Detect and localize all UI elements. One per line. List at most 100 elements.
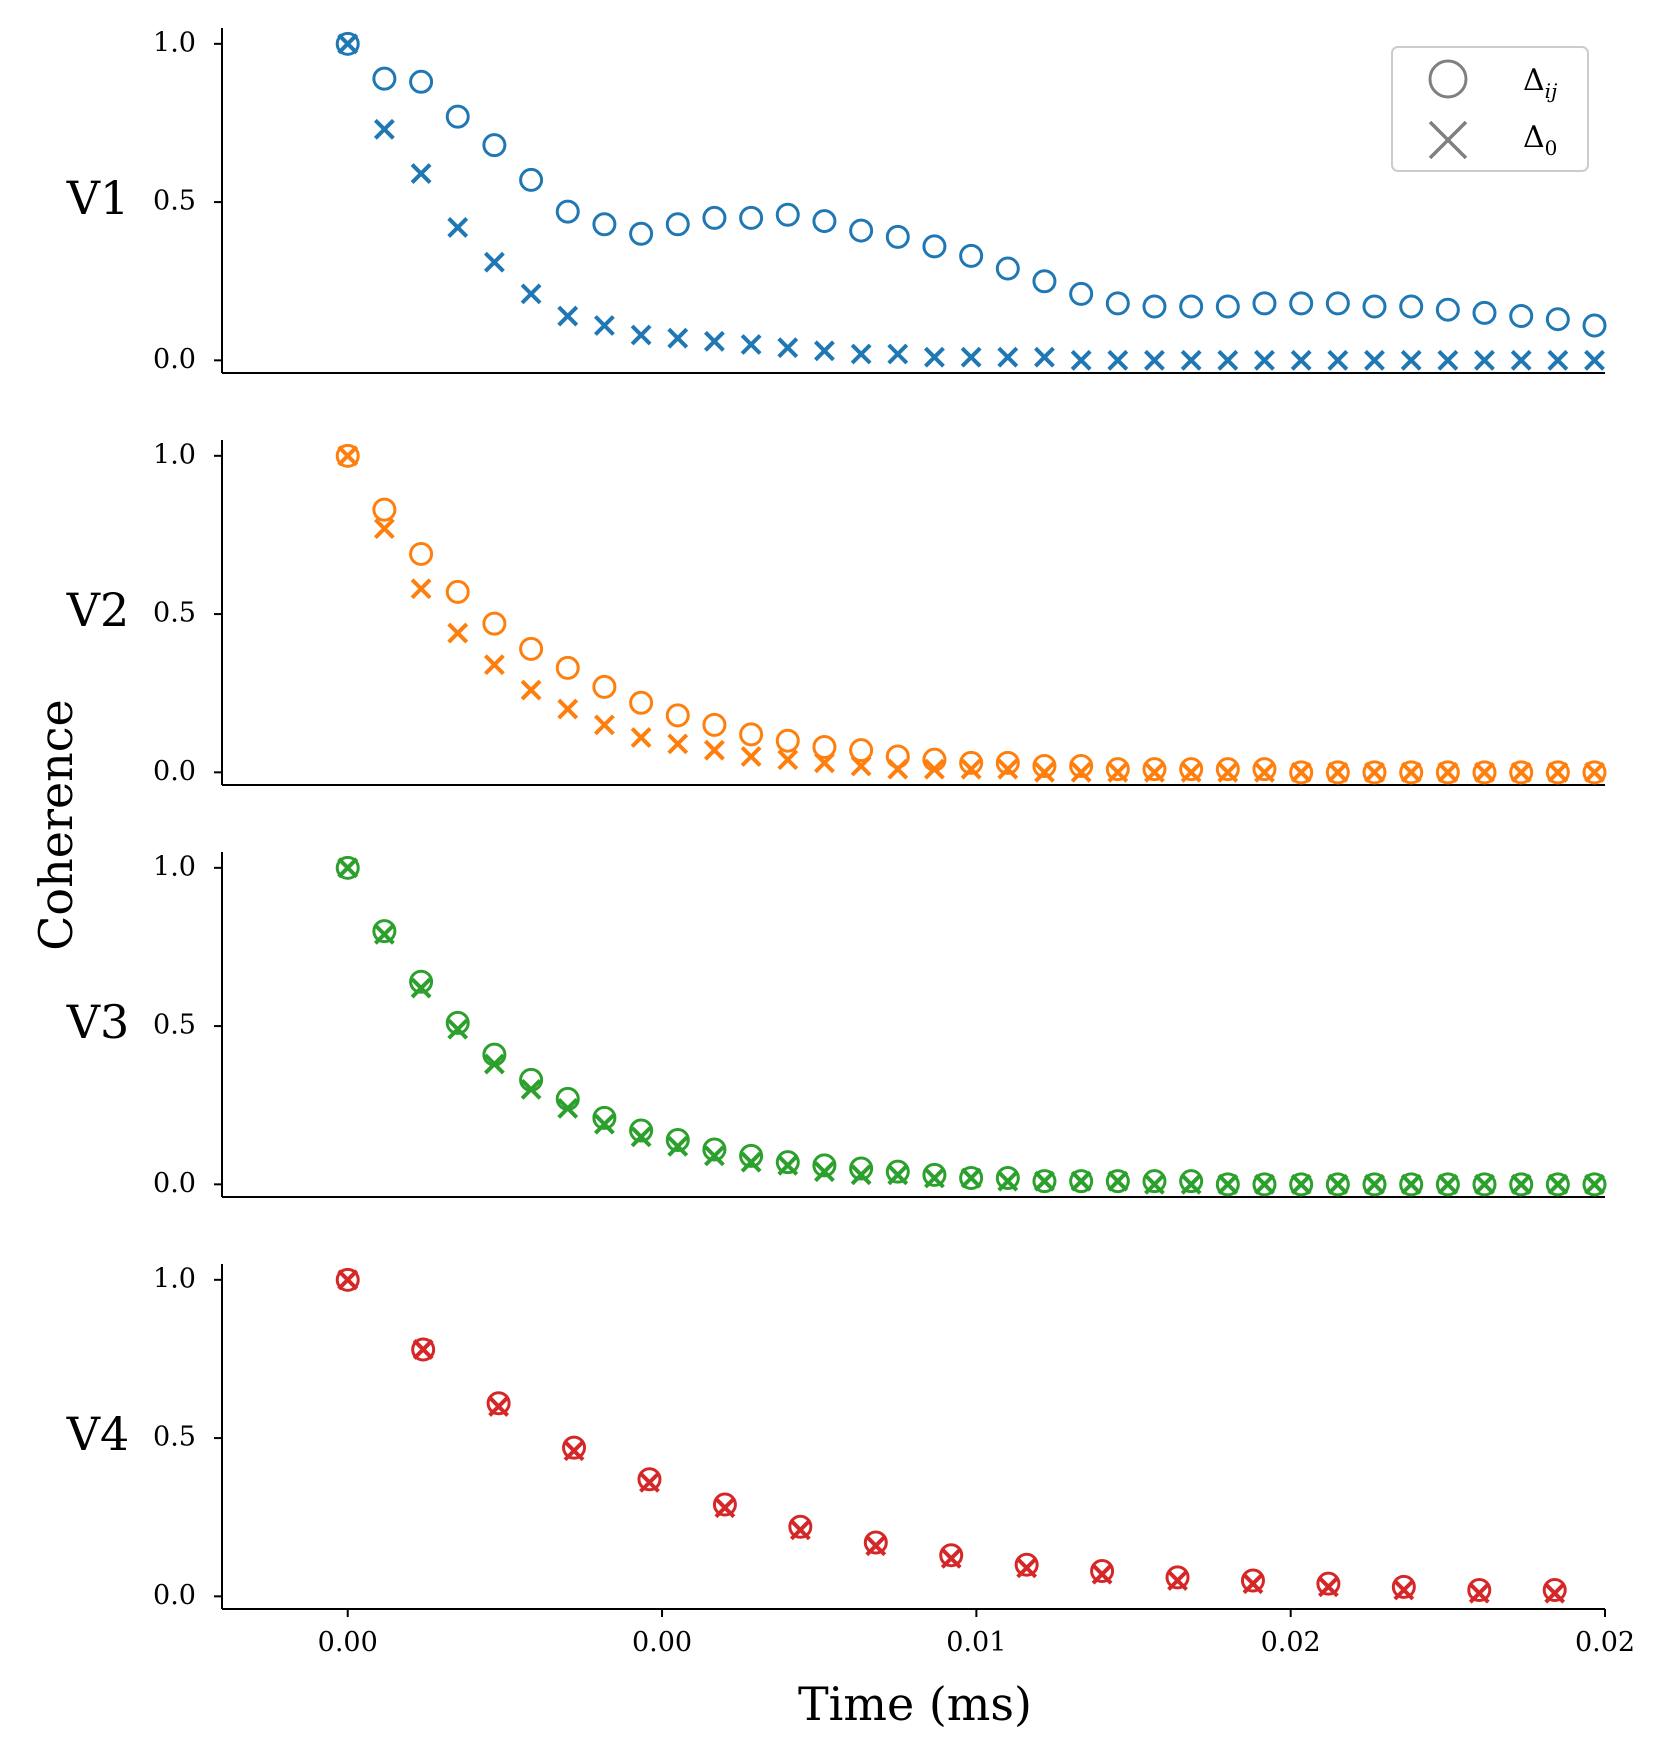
data-point-x [483, 251, 505, 273]
data-point-circle [629, 690, 654, 715]
data-point-circle [1582, 760, 1607, 785]
data-point-x [337, 857, 359, 879]
data-point-x [850, 1164, 872, 1186]
data-point-circle [863, 1530, 888, 1555]
data-point-x [488, 1396, 510, 1417]
data-point-x [1242, 1573, 1264, 1595]
data-point-x [997, 758, 1019, 780]
data-point-x [1290, 349, 1312, 371]
data-point-x [1584, 761, 1605, 783]
data-point-circle [1325, 291, 1350, 316]
data-point-circle [1509, 760, 1534, 785]
data-point-x [1217, 761, 1239, 783]
data-point-circle [812, 209, 837, 234]
x-tick-label: 0.02 [1261, 1627, 1321, 1658]
legend-label-delta-0-sub: 0 [1545, 136, 1558, 160]
data-point-circle [519, 636, 544, 661]
data-point-x [630, 1126, 652, 1148]
x-tick-label: 0.02 [1575, 1627, 1635, 1658]
data-point-x [997, 346, 1019, 368]
data-point-x [1474, 349, 1495, 371]
legend-label-delta-ij-main: Δ [1523, 63, 1545, 98]
data-point-x [410, 163, 432, 185]
y-tick-label: 1.0 [153, 439, 196, 470]
legend: Δij Δ0 [1391, 46, 1589, 172]
data-point-x [1217, 1173, 1239, 1195]
data-point-x [1290, 761, 1312, 783]
data-point-x [714, 1497, 736, 1519]
panel-v2: 0.0 0.5 1.0 V2 [66, 439, 1607, 787]
data-point-circle [562, 1435, 587, 1460]
data-point-circle [411, 1337, 436, 1362]
data-point-circle [1105, 757, 1130, 782]
data-point-x [1468, 1582, 1490, 1604]
data-point-circle [939, 1543, 964, 1568]
data-point-x [1584, 1173, 1605, 1195]
y-axis-title: Coherence [29, 699, 83, 951]
data-point-circle [1105, 1169, 1130, 1194]
data-point-x [1547, 349, 1569, 371]
data-point-x [593, 714, 615, 736]
data-point-circle [592, 1105, 617, 1130]
legend-label-delta-0-main: Δ [1523, 120, 1545, 155]
data-point-x [1364, 1173, 1385, 1195]
x-tick-label: 0.00 [632, 1627, 692, 1658]
data-point-x [520, 679, 542, 701]
data-point-circle [629, 1118, 654, 1143]
data-point-circle [1289, 291, 1314, 316]
data-point-circle [665, 703, 690, 728]
data-point-circle [372, 497, 397, 522]
data-point-circle [1069, 1169, 1094, 1194]
data-point-circle [1215, 294, 1240, 319]
y-tick-label: 0.5 [153, 1010, 196, 1041]
data-point-x [1070, 761, 1092, 783]
data-point-circle [922, 234, 947, 259]
data-point-circle [712, 1492, 737, 1517]
data-point-x [412, 1339, 434, 1360]
data-point-x [887, 343, 909, 365]
data-point-circle [555, 199, 580, 224]
x-axis-title: Time (ms) [798, 1677, 1032, 1731]
data-point-circle [995, 1166, 1020, 1191]
data-point-circle [922, 1162, 947, 1187]
data-point-circle [1399, 760, 1424, 785]
data-point-circle [812, 735, 837, 760]
data-point-circle [959, 1166, 984, 1191]
data-point-circle [1105, 291, 1130, 316]
data-point-x [850, 755, 872, 777]
data-point-x [373, 118, 395, 140]
data-point-x [1364, 761, 1385, 783]
data-point-circle [1316, 1571, 1341, 1596]
data-point-x [1144, 761, 1165, 783]
data-point-x [630, 727, 652, 748]
data-point-x [887, 1164, 909, 1186]
data-point-x [667, 733, 689, 755]
y-tick-label: 0.5 [153, 186, 196, 217]
data-point-circle [665, 212, 690, 237]
data-point-x [1070, 349, 1092, 371]
data-point-x [373, 923, 395, 945]
data-point-circle [1252, 757, 1277, 782]
data-point-x [940, 1547, 962, 1569]
data-point-circle [1179, 757, 1204, 782]
data-point-circle [445, 104, 470, 129]
y-tick-label: 0.0 [153, 756, 196, 787]
data-point-circle [1142, 1169, 1167, 1194]
data-point-x [1474, 1173, 1495, 1195]
data-point-circle [702, 712, 727, 737]
data-point-circle [702, 1137, 727, 1162]
data-point-circle [1240, 1568, 1265, 1593]
data-point-circle [592, 674, 617, 699]
data-point-x [777, 1154, 799, 1176]
data-point-x [1290, 1173, 1312, 1195]
data-point-x [887, 758, 909, 780]
data-point-x [1180, 761, 1202, 783]
data-point-circle [1325, 760, 1350, 785]
data-point-circle [592, 212, 617, 237]
data-point-x [703, 1145, 725, 1167]
data-point-circle [1472, 760, 1497, 785]
data-point-x [1437, 349, 1459, 371]
panel-label: V1 [66, 171, 130, 225]
data-point-circle [1435, 1172, 1460, 1197]
data-point-circle [849, 738, 874, 763]
